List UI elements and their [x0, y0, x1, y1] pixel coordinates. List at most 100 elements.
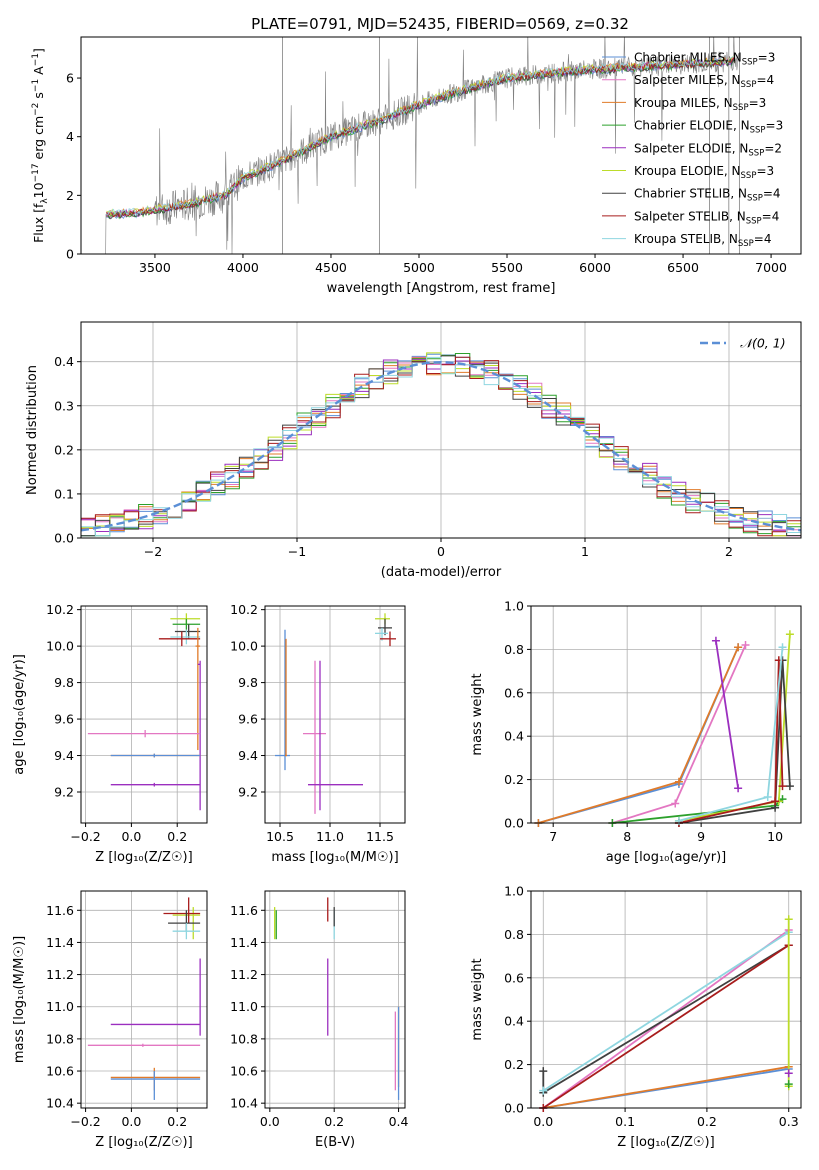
panel-7: 0.0 0.1 0.2 0.3 0.0 0.2 0.4 0.6 0.8 1.0 Z [log₁₀(Z…	[470, 884, 801, 1150]
y-axis-label: age [log₁₀(age/yr)]	[12, 654, 27, 775]
panel-2: −0.2 0.0 0.2 9.2 9.4 9.6 9.8 10.0 10.2 Z [log₁₀(Z…	[12, 602, 207, 865]
panel-3: 10.5 11.0 11.5 9.2 9.4 9.6 9.8 10.0 10.2 mass [lo…	[230, 602, 405, 865]
y-tick-label: 10.4	[230, 1096, 258, 1111]
x-tick-label: 0.0	[533, 1114, 553, 1129]
panel-0: 3500 4000 4500 5000 5500 6000 6500 7000 0 2 4 6 wave…	[31, 37, 787, 296]
x-axis-label: E(B-V)	[315, 1135, 355, 1150]
y-tick-label: 9.2	[238, 785, 258, 800]
y-tick-label: 11.4	[46, 935, 74, 950]
x-tick-label: 1	[581, 544, 589, 559]
y-tick-label: 10.2	[46, 602, 74, 617]
panel-4: 7 8 9 10 0.0 0.2 0.4 0.6 0.8 1.0 age [log₁₀(age/yr…	[470, 599, 801, 865]
mass-weight-line	[678, 634, 791, 822]
legend-label: Chabrier MILES, NSSP=3	[634, 51, 775, 68]
x-tick-label: 2	[725, 544, 733, 559]
axes-frame-1	[80, 321, 802, 539]
y-tick-label: 11.0	[46, 999, 74, 1014]
mass-weight-line	[715, 640, 739, 789]
x-axis-label: Z [log₁₀(Z/Z☉)]	[617, 1135, 714, 1150]
x-tick-label: 9	[697, 829, 705, 844]
figure-title: PLATE=0791, MJD=52435, FIBERID=0569, z=0…	[251, 15, 629, 33]
y-tick-label: 0.0	[54, 531, 74, 546]
panel-1: −2 −1 0 1 2 0.0 0.1 0.2 0.3 0.4 (data-model)/error…	[25, 322, 802, 580]
x-tick-label: −0.2	[70, 829, 100, 844]
mass-weight-point	[734, 643, 743, 652]
mass-weight-line	[538, 646, 739, 824]
x-tick-label: 0	[437, 544, 445, 559]
x-tick-label: 5000	[403, 260, 435, 275]
mass-weight-point	[671, 799, 680, 808]
y-tick-label: 11.6	[46, 903, 74, 918]
y-tick-label: 1.0	[504, 599, 524, 614]
mass-weight-point	[784, 1080, 793, 1089]
y-tick-label: 11.2	[46, 967, 74, 982]
mass-weight-point	[778, 782, 787, 791]
y-tick-label: 4	[66, 129, 74, 144]
y-tick-label: 0.4	[504, 729, 524, 744]
y-tick-label: 0.4	[54, 354, 74, 369]
mass-weight-line	[542, 944, 790, 1095]
y-tick-label: 0.2	[504, 772, 524, 787]
x-tick-label: 7	[549, 829, 557, 844]
x-tick-label: 4000	[227, 260, 259, 275]
y-axis-label: mass weight	[470, 673, 485, 755]
y-axis-label: mass weight	[470, 958, 485, 1040]
y-tick-label: 10.4	[46, 1096, 74, 1111]
normal-curve	[80, 360, 802, 532]
y-tick-label: 0.8	[504, 927, 524, 942]
mass-weight-line	[542, 944, 790, 1109]
x-tick-label: 8	[623, 829, 631, 844]
x-tick-label: 0.0	[121, 1114, 141, 1129]
x-tick-label: 0.2	[167, 1114, 187, 1129]
mass-weight-line	[678, 660, 791, 824]
x-tick-label: 11.5	[366, 829, 394, 844]
y-tick-label: 9.4	[238, 748, 258, 763]
model-spectrum	[106, 55, 735, 217]
x-tick-label: 10.5	[266, 829, 294, 844]
x-tick-label: 0.0	[121, 829, 141, 844]
legend-label: Salpeter STELIB, NSSP=4	[634, 209, 779, 226]
mass-weight-point	[674, 777, 683, 786]
y-tick-label: 0.2	[54, 442, 74, 457]
mass-weight-point	[771, 797, 780, 806]
y-tick-label: 9.8	[54, 675, 74, 690]
mass-weight-line	[538, 646, 739, 824]
x-tick-label: 0.3	[779, 1114, 799, 1129]
legend-label: Kroupa ELODIE, NSSP=3	[634, 164, 774, 181]
x-axis-label: Z [log₁₀(Z/Z☉)]	[95, 1135, 192, 1150]
panel-6: 0.0 0.2 0.4 10.4 10.6 10.8 11.0 11.2 11.4 11.6 E(B…	[230, 891, 409, 1150]
y-tick-label: 0.1	[54, 486, 74, 501]
x-tick-label: 4500	[315, 260, 347, 275]
x-axis-label: mass [log₁₀(M/M☉)]	[271, 850, 398, 865]
x-tick-label: 6500	[667, 260, 699, 275]
mass-weight-point	[784, 915, 793, 924]
x-tick-label: 5500	[491, 260, 523, 275]
y-tick-label: 9.6	[54, 712, 74, 727]
mass-weight-point	[741, 641, 750, 650]
histogram-series	[81, 356, 801, 537]
y-tick-label: 11.6	[230, 903, 258, 918]
y-tick-label: 10.2	[230, 602, 258, 617]
y-tick-label: 10.8	[46, 1031, 74, 1046]
legend-label: Chabrier STELIB, NSSP=4	[634, 187, 781, 204]
x-tick-label: 6000	[579, 260, 611, 275]
legend-label: Chabrier ELODIE, NSSP=3	[634, 119, 783, 136]
y-tick-label: 10.8	[230, 1031, 258, 1046]
x-tick-label: 0.0	[260, 1114, 280, 1129]
mass-weight-point	[539, 1067, 548, 1076]
mass-weight-point	[785, 782, 794, 791]
x-axis-label: age [log₁₀(age/yr)]	[606, 850, 727, 865]
mass-weight-point	[785, 630, 794, 639]
y-tick-label: 0.0	[504, 1101, 524, 1116]
axes-frame-3	[264, 605, 406, 824]
y-tick-label: 9.8	[238, 675, 258, 690]
legend-label: 𝒩(0, 1)	[740, 336, 786, 351]
mass-weight-point	[539, 1086, 548, 1095]
y-tick-label: 10.0	[46, 639, 74, 654]
y-axis-label: Flux [fλ10−17 erg cm−2 s−1 A−1]	[31, 48, 50, 243]
legend-label: Kroupa STELIB, NSSP=4	[634, 232, 772, 249]
x-axis-label: wavelength [Angstrom, rest frame]	[327, 281, 556, 296]
y-tick-label: 10.6	[230, 1064, 258, 1079]
axes-frame-0	[80, 36, 802, 255]
mass-weight-point	[711, 636, 720, 645]
